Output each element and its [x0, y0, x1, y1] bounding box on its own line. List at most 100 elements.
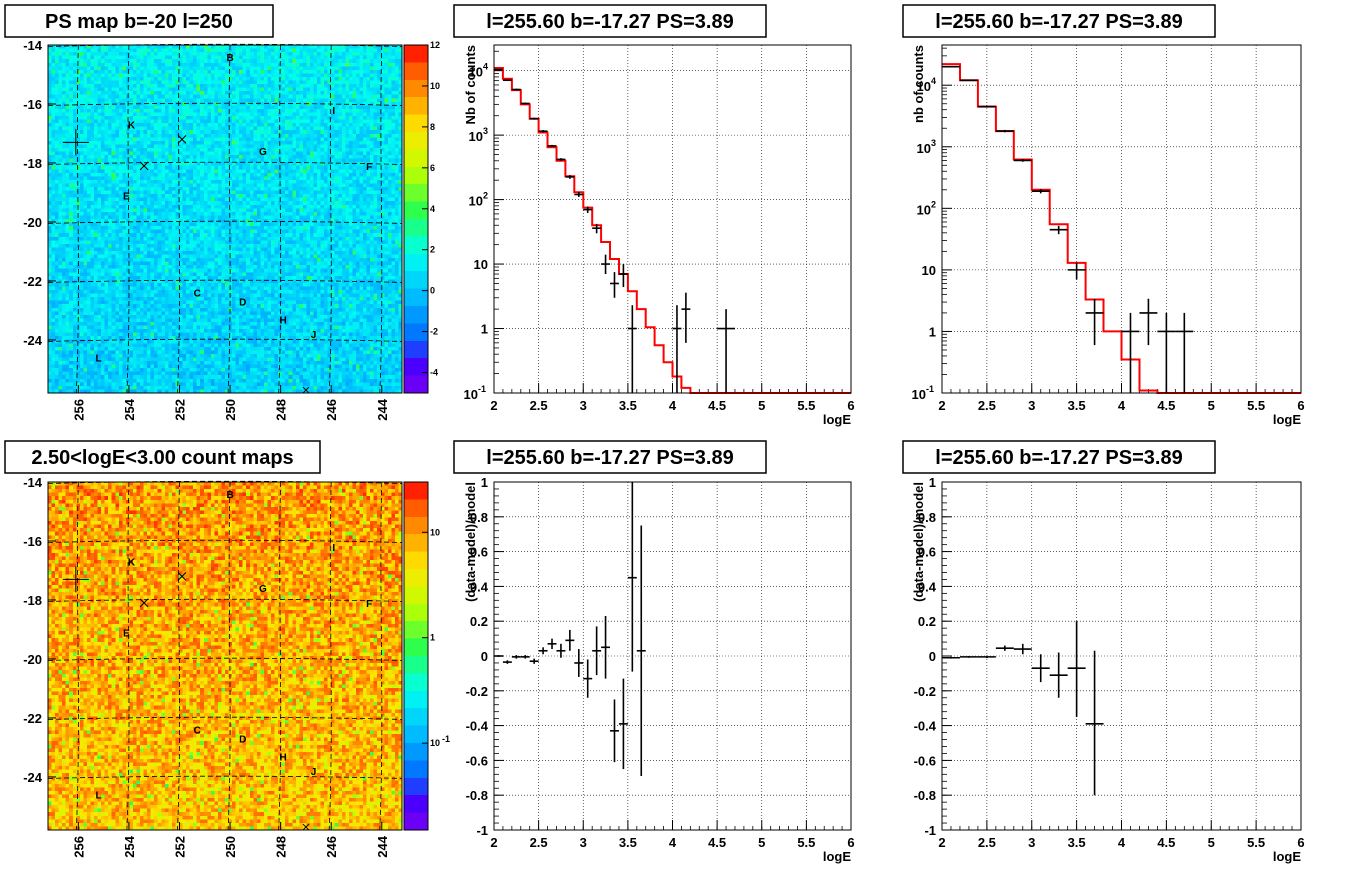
y-axis-label: Nb of counts — [463, 45, 478, 124]
data-point — [717, 309, 735, 393]
data-point — [627, 305, 637, 393]
x-tick-label: 2 — [938, 835, 945, 850]
colorbar-segment — [404, 340, 428, 359]
y-tick-label: 10 — [917, 79, 931, 94]
x-tick-label: 6 — [1297, 835, 1304, 850]
longitude-line — [328, 44, 332, 394]
x-tick-label: 246 — [324, 399, 339, 421]
source-label: B — [226, 53, 233, 64]
x-tick-label: 5.5 — [1247, 398, 1265, 413]
y-tick-label: 10 — [912, 387, 926, 402]
y-tick-label: -0.2 — [466, 684, 488, 699]
x-tick-label: 250 — [223, 399, 238, 421]
x-tick-label: 5.5 — [1247, 835, 1265, 850]
data-point — [618, 678, 628, 770]
colorbar-segment — [404, 149, 428, 168]
x-tick-label: 252 — [172, 836, 187, 858]
source-label: F — [366, 599, 372, 610]
x-tick-label: 246 — [324, 836, 339, 858]
x-tick-label: 2.5 — [978, 398, 996, 413]
y-tick-label: 0.6 — [470, 545, 488, 560]
heatmap-coordinate-grid — [47, 43, 403, 394]
x-tick-label: 248 — [274, 399, 289, 421]
longitude-line — [177, 44, 180, 394]
chart-title: PS map b=-20 l=250 — [45, 11, 233, 33]
y-axis-label: (data-model)/model — [463, 482, 478, 602]
heatmap-cells — [48, 45, 403, 394]
source-label: J — [311, 330, 317, 341]
y-tick-label: -22 — [23, 711, 42, 726]
x-axis-label: logE — [1273, 412, 1301, 427]
colorbar-segment — [404, 219, 428, 237]
colorbar-segment — [404, 45, 428, 63]
longitude-line — [126, 481, 130, 831]
colorbar-segment — [404, 743, 428, 761]
data-point — [1121, 312, 1140, 393]
x-axis-label: logE — [1273, 849, 1301, 864]
y-tick-label: 0.2 — [918, 614, 936, 629]
data-point — [636, 525, 646, 777]
x-tick-label: 3 — [1028, 835, 1035, 850]
data-point — [538, 130, 548, 133]
x-tick-label: 3 — [1028, 398, 1035, 413]
latitude-line — [47, 102, 403, 106]
data-point — [1085, 650, 1104, 796]
cross-marker — [139, 598, 149, 608]
data-point — [1067, 262, 1086, 280]
y-tick-label: 0.2 — [470, 614, 488, 629]
y-tick-label: 10 — [469, 65, 483, 80]
colorbar-segment — [404, 569, 428, 587]
data-point — [529, 658, 539, 664]
latitude-line — [47, 279, 403, 283]
source-label: B — [226, 490, 233, 501]
colorbar-frame — [403, 481, 429, 831]
colorbar — [404, 45, 428, 394]
latitude-line — [47, 539, 403, 543]
data-point — [942, 656, 960, 659]
colorbar-tick-label: 10 — [430, 738, 440, 748]
data-point — [601, 254, 611, 275]
x-tick-label: 3 — [580, 835, 587, 850]
source-label: H — [280, 315, 287, 326]
colorbar-segment — [404, 725, 428, 744]
latitude-line — [47, 598, 403, 602]
colorbar-segment — [404, 795, 428, 814]
data-point — [601, 615, 611, 679]
x-tick-label: 4.5 — [1157, 398, 1175, 413]
data-point — [1157, 312, 1176, 393]
colorbar-segment — [404, 201, 428, 220]
plot-panel: 2 2.5 3 3.5 4 4.5 5 5.5 6 1 0.8 0.6 0.4 0.2 0 -0.2 -0.4 -… — [463, 475, 855, 864]
y-tick-label: 10 — [917, 141, 931, 156]
x-tick-label: 2 — [490, 398, 497, 413]
colorbar — [404, 482, 428, 831]
source-label: J — [311, 767, 317, 778]
colorbar-segment — [404, 375, 428, 394]
colorbar-tick-label: 10 — [430, 527, 440, 537]
data-point — [520, 655, 530, 659]
colorbar-tick-label: 10 — [430, 81, 440, 91]
data-point — [511, 655, 521, 659]
y-tick-label: -14 — [23, 475, 43, 490]
colorbar-segment — [404, 690, 428, 709]
data-point — [1031, 189, 1050, 194]
x-tick-label: 256 — [71, 399, 86, 421]
data-point — [977, 655, 996, 659]
data-point — [942, 65, 960, 68]
longitude-line — [379, 44, 383, 394]
data-point — [1139, 298, 1158, 346]
x-tick-label: 5.5 — [797, 835, 815, 850]
data-point — [538, 647, 548, 655]
y-tick-label: -0.2 — [914, 684, 936, 699]
colorbar-segment — [404, 551, 428, 570]
longitude-line — [227, 481, 231, 831]
y-tick-exponent: 2 — [931, 199, 936, 209]
chart-title: l=255.60 b=-17.27 PS=3.89 — [935, 11, 1182, 33]
y-tick-label: 10 — [469, 129, 483, 144]
latitude-line — [47, 161, 403, 165]
data-point — [681, 292, 691, 343]
y-tick-label: -22 — [23, 274, 42, 289]
heatmap-panel: 256 254 252 250 248 246 244 -14 -16 -18 -20 -22 -24 B… — [23, 475, 450, 858]
source-label: E — [123, 628, 130, 639]
colorbar-segment — [404, 184, 428, 203]
colorbar-segment — [404, 586, 428, 605]
